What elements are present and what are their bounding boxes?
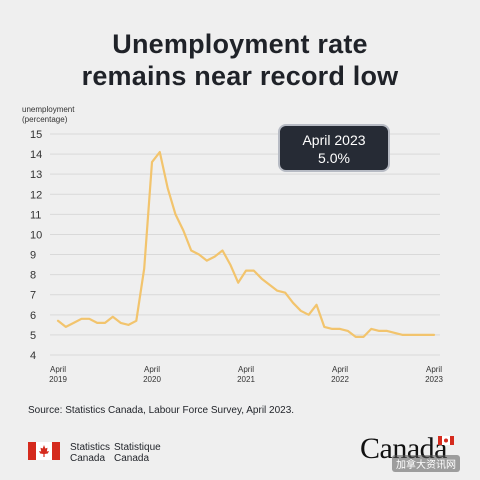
y-tick-label: 13 (30, 169, 42, 181)
callout-value: 5.0% (318, 150, 350, 166)
y-tick-label: 4 (30, 350, 36, 362)
x-tick-year: 2023 (425, 375, 443, 384)
y-axis-label-line-2: (percentage) (22, 115, 68, 124)
x-tick-labels: April2019April2020April2021April2022Apri… (49, 365, 443, 384)
callout-date: April 2023 (302, 132, 366, 148)
title-line-2: remains near record low (81, 61, 399, 91)
wordmark-flag-icon (438, 436, 454, 445)
y-axis-label-line-1: unemployment (22, 105, 75, 114)
y-tick-labels: 4 5 6 7 8 9 10 11 12 13 14 15 (30, 129, 42, 362)
x-tick-month: April (426, 365, 442, 374)
canada-flag-icon (28, 442, 60, 460)
source-note: Source: Statistics Canada, Labour Force … (28, 405, 295, 416)
y-tick-label: 15 (30, 129, 42, 141)
y-tick-label: 10 (30, 229, 42, 241)
title-line-1: Unemployment rate (112, 29, 368, 59)
x-tick-month: April (50, 365, 66, 374)
latest-value-callout: April 2023 5.0% (278, 124, 390, 172)
statistique-canada-fr: Statistique Canada (114, 442, 161, 464)
series-line-unemployment (56, 151, 436, 338)
y-tick-label: 11 (30, 209, 41, 221)
y-tick-label: 7 (30, 290, 36, 302)
y-tick-label: 9 (30, 250, 36, 262)
x-tick-year: 2022 (331, 375, 349, 384)
x-tick-month: April (238, 365, 254, 374)
y-tick-label: 12 (30, 189, 42, 201)
y-tick-label: 8 (30, 270, 36, 282)
x-tick-year: 2021 (237, 375, 255, 384)
statistics-en-line-1: Statistics (70, 442, 111, 453)
y-tick-label: 6 (30, 310, 36, 322)
x-tick-year: 2019 (49, 375, 67, 384)
statistics-canada-en: Statistics Canada (70, 442, 110, 464)
statistics-fr-line-1: Statistique (114, 442, 161, 453)
x-tick-year: 2020 (143, 375, 161, 384)
watermark-label: 加拿大资讯网 (392, 455, 460, 472)
chart-title: Unemployment rate remains near record lo… (0, 28, 480, 92)
x-tick-month: April (332, 365, 348, 374)
y-tick-label: 14 (30, 149, 42, 161)
y-tick-label: 5 (30, 330, 36, 342)
statistics-fr-line-2: Canada (114, 453, 150, 464)
x-tick-month: April (144, 365, 160, 374)
statistics-en-line-2: Canada (70, 453, 106, 464)
